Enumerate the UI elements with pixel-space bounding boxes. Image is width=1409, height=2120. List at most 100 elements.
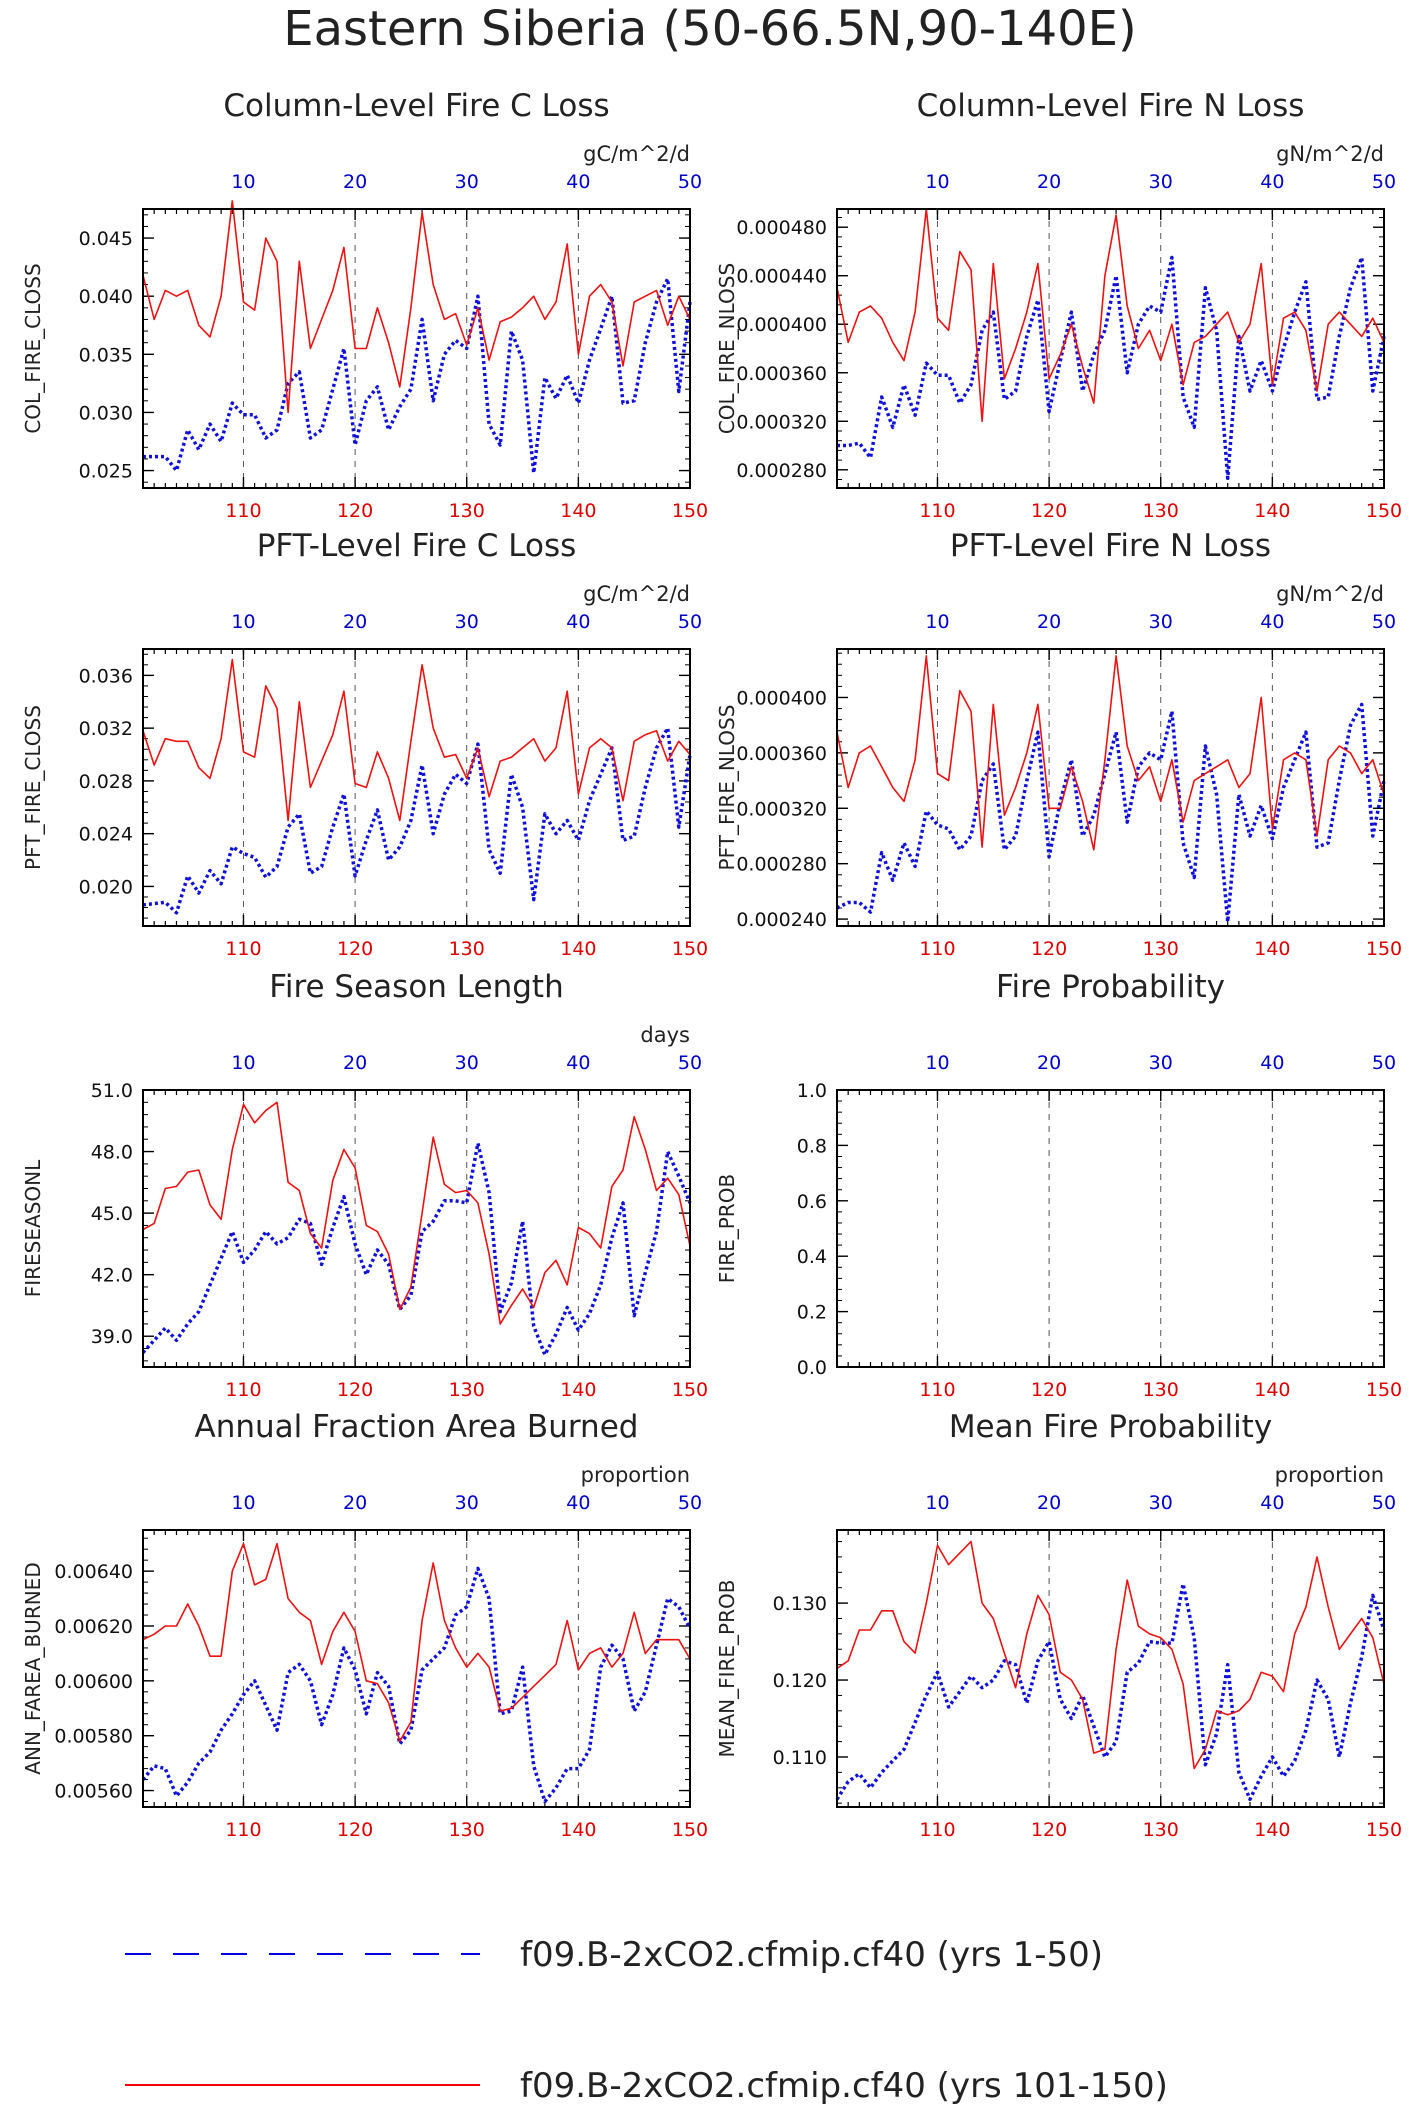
- y-axis-label: FIRESEASONL: [21, 1159, 45, 1297]
- tick-label-bottom: 140: [560, 938, 596, 960]
- tick-label-top: 10: [925, 171, 949, 193]
- tick-label-left: 42.0: [91, 1265, 133, 1287]
- series-line-yrs-1-50: [837, 255, 1386, 481]
- tick-label-left: 0.036: [79, 665, 133, 687]
- tick-label-top: 30: [1149, 1492, 1173, 1514]
- tick-label-left: 51.0: [91, 1080, 133, 1102]
- tick-label-top: 20: [343, 171, 367, 193]
- tick-label-bottom: 120: [1031, 1379, 1067, 1401]
- y-axis-label: PFT_FIRE_NLOSS: [715, 705, 739, 871]
- tick-label-left: 0.000240: [736, 909, 827, 931]
- tick-label-top: 10: [925, 1492, 949, 1514]
- plot-frame: [142, 648, 691, 927]
- tick-label-bottom: 120: [1031, 938, 1067, 960]
- chart-title: PFT-Level Fire C Loss: [257, 528, 577, 564]
- tick-label-bottom: 130: [1143, 1819, 1179, 1841]
- tick-label-bottom: 120: [1031, 500, 1067, 522]
- tick-label-top: 30: [1149, 1052, 1173, 1074]
- tick-label-top: 10: [231, 611, 255, 633]
- tick-label-left: 0.000400: [736, 314, 827, 336]
- series-line-yrs-101-150: [836, 655, 1385, 851]
- tick-label-top: 20: [343, 611, 367, 633]
- tick-label-left: 0.120: [773, 1670, 827, 1692]
- tick-label-bottom: 120: [337, 938, 373, 960]
- tick-label-bottom: 110: [225, 938, 261, 960]
- tick-label-left: 0.025: [79, 461, 133, 483]
- tick-label-bottom: 130: [449, 1379, 485, 1401]
- tick-label-left: 0.000280: [736, 854, 827, 876]
- tick-label-left: 0.130: [773, 1593, 827, 1615]
- y-axis-label: PFT_FIRE_CLOSS: [21, 705, 45, 870]
- tick-label-left: 0.000320: [736, 798, 827, 820]
- units-label: gC/m^2/d: [583, 582, 690, 606]
- y-axis-label: MEAN_FIRE_PROB: [715, 1580, 739, 1758]
- tick-label-bottom: 130: [449, 500, 485, 522]
- chart-title: PFT-Level Fire N Loss: [950, 528, 1271, 564]
- tick-label-bottom: 150: [672, 1819, 708, 1841]
- tick-label-bottom: 140: [560, 1379, 596, 1401]
- tick-label-left: 0.045: [79, 228, 133, 250]
- tick-label-top: 30: [1149, 611, 1173, 633]
- plot-frame: [836, 648, 1385, 927]
- tick-label-top: 40: [1260, 611, 1284, 633]
- tick-label-bottom: 110: [919, 1819, 955, 1841]
- series-line-yrs-101-150: [142, 1542, 691, 1742]
- tick-label-top: 40: [1260, 171, 1284, 193]
- tick-label-left: 0.000320: [736, 411, 827, 433]
- chart-panel-1: Column-Level Fire C Loss gC/m^2/d 110 120 13…: [21, 88, 708, 522]
- tick-label-top: 50: [1372, 1052, 1396, 1074]
- tick-label-left: 0.0: [797, 1357, 827, 1379]
- tick-label-bottom: 130: [1143, 938, 1179, 960]
- plot-frame: [142, 208, 691, 489]
- plot-frame: [142, 1089, 691, 1368]
- units-label: days: [640, 1023, 690, 1047]
- plot-frame: [836, 208, 1385, 489]
- series-line-yrs-1-50: [142, 726, 692, 915]
- tick-label-bottom: 120: [1031, 1819, 1067, 1841]
- tick-label-left: 0.030: [79, 402, 133, 424]
- tick-label-left: 0.00580: [54, 1726, 133, 1748]
- tick-label-top: 10: [231, 1052, 255, 1074]
- chart-panel-7: Annual Fraction Area Burned proportion 110…: [21, 1409, 708, 1841]
- tick-label-top: 40: [1260, 1052, 1284, 1074]
- tick-label-left: 0.028: [79, 771, 133, 793]
- tick-label-top: 40: [566, 1492, 590, 1514]
- tick-label-top: 20: [1037, 1492, 1061, 1514]
- tick-label-left: 0.032: [79, 718, 133, 740]
- tick-label-top: 50: [678, 1052, 702, 1074]
- tick-label-bottom: 150: [672, 500, 708, 522]
- tick-label-bottom: 120: [337, 1379, 373, 1401]
- tick-label-left: 0.024: [79, 824, 133, 846]
- tick-label-left: 0.000480: [736, 217, 827, 239]
- tick-label-top: 10: [231, 1492, 255, 1514]
- tick-label-top: 50: [678, 611, 702, 633]
- tick-label-bottom: 110: [225, 1379, 261, 1401]
- tick-label-bottom: 140: [1254, 1379, 1290, 1401]
- series-line-yrs-101-150: [142, 200, 691, 414]
- tick-label-left: 0.00620: [54, 1616, 133, 1638]
- tick-label-left: 0.00560: [54, 1781, 133, 1803]
- tick-label-left: 0.035: [79, 344, 133, 366]
- tick-label-left: 39.0: [91, 1326, 133, 1348]
- legend-label-yrs-101-150: f09.B-2xCO2.cfmip.cf40 (yrs 101-150): [520, 2066, 1168, 2106]
- series-line-yrs-1-50: [141, 1141, 692, 1357]
- chart-title: Column-Level Fire C Loss: [223, 88, 609, 124]
- tick-label-left: 0.8: [797, 1135, 827, 1157]
- tick-label-top: 10: [925, 611, 949, 633]
- chart-title: Column-Level Fire N Loss: [917, 88, 1305, 124]
- tick-label-top: 40: [566, 611, 590, 633]
- tick-label-left: 0.000360: [736, 743, 827, 765]
- tick-label-top: 20: [1037, 611, 1061, 633]
- plot-frame: [836, 1089, 1385, 1368]
- chart-title: Mean Fire Probability: [949, 1409, 1272, 1445]
- chart-title: Fire Probability: [996, 969, 1225, 1005]
- plot-frame: [142, 1529, 691, 1808]
- tick-label-left: 0.000360: [736, 363, 827, 385]
- tick-label-bottom: 150: [1366, 1379, 1402, 1401]
- tick-label-left: 0.6: [797, 1191, 827, 1213]
- series-line-yrs-1-50: [141, 1566, 692, 1804]
- tick-label-bottom: 150: [1366, 500, 1402, 522]
